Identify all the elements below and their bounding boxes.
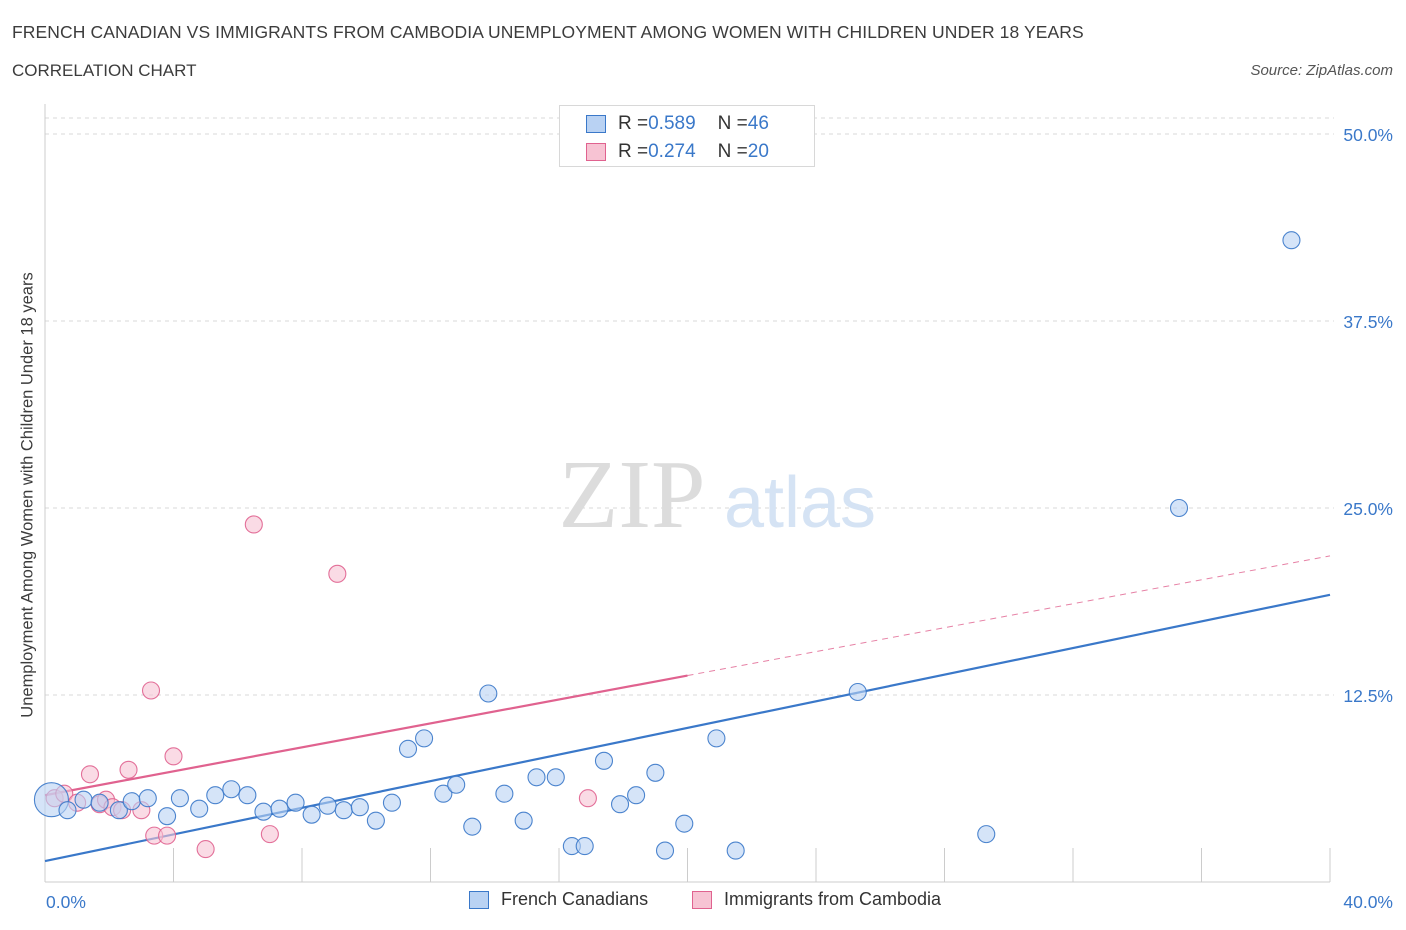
point-french-canadians xyxy=(495,784,514,803)
point-french-canadians xyxy=(74,790,93,809)
points-layer xyxy=(33,231,1301,860)
point-cambodia xyxy=(328,564,347,583)
correlation-legend: R = 0.589 N = 46 R = 0.274 N = 20 xyxy=(559,105,815,167)
point-french-canadians xyxy=(610,795,630,814)
point-french-canadians xyxy=(58,801,77,820)
y-axis-label: Unemployment Among Women with Children U… xyxy=(18,272,37,718)
tick-labels: 12.5% 25.0% 37.5% 50.0% 0.0% 40.0% xyxy=(46,125,1393,912)
point-french-canadians xyxy=(415,729,434,748)
point-french-canadians xyxy=(109,801,128,820)
point-cambodia xyxy=(158,826,177,845)
point-french-canadians xyxy=(286,793,305,812)
grid-layer xyxy=(45,117,1334,696)
legend-n-value: 46 xyxy=(747,113,769,134)
point-cambodia xyxy=(196,840,215,859)
point-french-canadians xyxy=(575,837,594,856)
point-french-canadians xyxy=(366,811,385,830)
point-french-canadians xyxy=(270,799,289,818)
watermark-zip: ZIP xyxy=(559,441,706,549)
point-french-canadians xyxy=(302,805,321,824)
legend-n-label: N = xyxy=(717,141,748,162)
point-french-canadians xyxy=(627,786,646,805)
point-french-canadians xyxy=(190,799,209,818)
x-tick-label: 40.0% xyxy=(1343,892,1393,912)
legend-swatch-blue xyxy=(469,890,489,909)
point-french-canadians xyxy=(514,811,533,830)
point-french-canadians xyxy=(646,763,665,782)
legend-swatch-pink xyxy=(692,890,712,909)
point-french-canadians xyxy=(222,780,241,799)
point-french-canadians xyxy=(447,775,466,794)
x-tick-label: 0.0% xyxy=(46,892,86,912)
point-french-canadians xyxy=(158,807,177,826)
axes-layer xyxy=(44,104,1331,883)
point-french-canadians xyxy=(1169,498,1189,518)
point-cambodia xyxy=(244,515,263,534)
trendline-cambodia-extension xyxy=(687,555,1331,677)
legend-swatch-pink xyxy=(586,143,606,161)
point-cambodia xyxy=(260,825,279,844)
watermark-atlas: atlas xyxy=(724,463,876,543)
chart-subtitle: CORRELATION CHART xyxy=(12,61,197,80)
point-french-canadians xyxy=(206,786,225,805)
legend-label: French Canadians xyxy=(501,889,649,909)
point-french-canadians xyxy=(655,841,675,860)
point-french-canadians xyxy=(318,796,337,815)
point-french-canadians xyxy=(977,825,996,844)
point-french-canadians xyxy=(398,739,418,758)
legend-item-french-canadians[interactable]: French Canadians xyxy=(469,889,648,910)
point-french-canadians xyxy=(479,684,498,703)
point-cambodia xyxy=(80,765,100,784)
source-label: Source: ZipAtlas.com xyxy=(1250,62,1393,79)
legend-r-value: 0.274 xyxy=(648,141,696,162)
chart-title: FRENCH CANADIAN VS IMMIGRANTS FROM CAMBO… xyxy=(12,22,1084,42)
y-tick-label: 12.5% xyxy=(1343,686,1393,706)
point-french-canadians xyxy=(594,751,614,770)
point-french-canadians xyxy=(434,784,453,803)
point-french-canadians xyxy=(90,793,109,812)
trendline-cambodia xyxy=(44,674,688,797)
y-tick-label: 50.0% xyxy=(1343,125,1393,145)
point-cambodia xyxy=(164,747,183,766)
y-tick-label: 25.0% xyxy=(1343,499,1393,519)
point-cambodia xyxy=(578,789,597,808)
series-legend: French Canadians Immigrants from Cambodi… xyxy=(0,889,1406,915)
point-french-canadians xyxy=(1282,231,1301,250)
legend-n-value: 20 xyxy=(747,141,769,162)
legend-label: Immigrants from Cambodia xyxy=(724,889,942,909)
point-french-canadians xyxy=(675,814,694,833)
legend-r-label: R = xyxy=(618,113,649,134)
point-french-canadians xyxy=(138,789,157,808)
point-french-canadians xyxy=(170,789,189,808)
point-french-canadians xyxy=(254,802,273,821)
point-french-canadians xyxy=(122,792,141,811)
point-french-canadians xyxy=(382,793,402,812)
point-french-canadians xyxy=(238,786,257,805)
point-french-canadians xyxy=(334,801,353,820)
y-tick-label: 37.5% xyxy=(1343,312,1393,332)
legend-row-french-canadians: R = 0.589 N = 46 xyxy=(586,111,769,137)
legend-swatch-blue xyxy=(586,115,606,133)
legend-item-cambodia[interactable]: Immigrants from Cambodia xyxy=(692,889,941,910)
legend-r-label: R = xyxy=(618,141,649,162)
point-cambodia xyxy=(141,681,161,700)
point-french-canadians xyxy=(848,682,867,702)
point-french-canadians xyxy=(726,841,745,860)
point-french-canadians xyxy=(527,768,546,787)
point-french-canadians xyxy=(463,817,482,836)
legend-n-label: N = xyxy=(717,113,748,134)
point-french-canadians xyxy=(707,729,726,748)
point-french-canadians xyxy=(546,768,565,787)
point-french-canadians xyxy=(350,798,369,817)
legend-r-value: 0.589 xyxy=(648,113,696,134)
legend-row-cambodia: R = 0.274 N = 20 xyxy=(586,139,769,165)
watermark: ZIP atlas xyxy=(559,441,877,549)
point-cambodia xyxy=(119,760,138,779)
